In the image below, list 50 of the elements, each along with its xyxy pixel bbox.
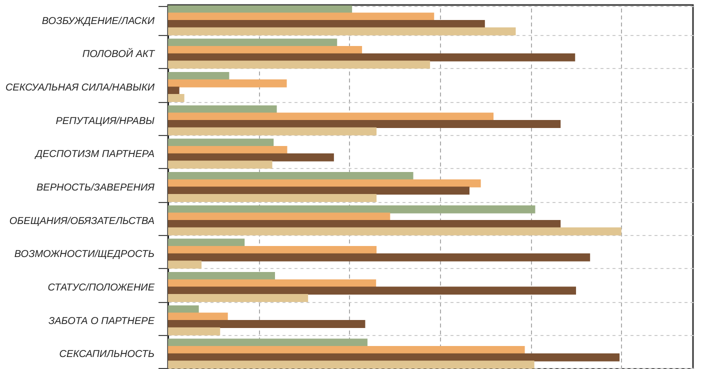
bar bbox=[168, 260, 202, 269]
y-tick-label: ДЕСПОТИЗМ ПАРТНЕРА bbox=[34, 149, 155, 160]
bar bbox=[168, 272, 275, 280]
bar bbox=[168, 120, 561, 128]
y-tick-label: СЕКСАПИЛЬНОСТЬ bbox=[59, 349, 154, 360]
bar bbox=[168, 53, 576, 62]
y-tick-label: ВЕРНОСТЬ/ЗАВЕРЕНИЯ bbox=[36, 182, 155, 194]
bar bbox=[168, 127, 377, 136]
bar bbox=[168, 138, 274, 147]
bar bbox=[168, 346, 525, 354]
bar bbox=[168, 360, 534, 369]
y-tick-label: СЕКСУАЛЬНАЯ СИЛА/НАВЫКИ bbox=[5, 82, 156, 94]
y-tick-label: СТАТУС/ПОЛОЖЕНИЕ bbox=[48, 282, 155, 294]
bar bbox=[168, 153, 334, 162]
bar bbox=[168, 160, 272, 169]
bar bbox=[168, 72, 230, 80]
y-tick-label: РЕПУТАЦИЯ/НРАВЫ bbox=[56, 116, 155, 127]
bar bbox=[168, 246, 377, 254]
bar bbox=[168, 205, 536, 214]
y-tick-label: ПОЛОВОЙ АКТ bbox=[82, 48, 156, 60]
bar bbox=[168, 286, 576, 295]
bar bbox=[168, 338, 368, 347]
bar bbox=[168, 312, 228, 321]
bar bbox=[168, 60, 430, 69]
bar bbox=[168, 38, 338, 47]
bar bbox=[168, 12, 434, 21]
bar bbox=[168, 172, 414, 180]
bar bbox=[168, 327, 220, 336]
bar bbox=[168, 353, 620, 362]
bar bbox=[168, 294, 308, 302]
bar bbox=[168, 146, 288, 154]
bar bbox=[168, 220, 561, 228]
bar bbox=[168, 79, 287, 88]
bar bbox=[168, 94, 184, 102]
bar bbox=[168, 20, 485, 28]
bar bbox=[168, 212, 390, 221]
bar bbox=[168, 112, 494, 121]
bar bbox=[168, 46, 362, 54]
y-tick-label: ВОЗМОЖНОСТИ/ЩЕДРОСТЬ bbox=[14, 249, 154, 260]
y-tick-label: ОБЕЩАНИЯ/ОБЯЗАТЕЛЬСТВА bbox=[9, 216, 155, 227]
bar bbox=[168, 238, 245, 247]
bar bbox=[168, 320, 366, 328]
y-tick-label: ЗАБОТА О ПАРТНЕРЕ bbox=[48, 316, 155, 327]
bar bbox=[168, 86, 180, 95]
bar bbox=[168, 253, 590, 262]
bar bbox=[168, 227, 622, 236]
bar bbox=[168, 186, 470, 195]
y-tick-label: ВОЗБУЖДЕНИЕ/ЛАСКИ bbox=[42, 16, 156, 27]
bar bbox=[168, 194, 377, 202]
bar bbox=[168, 27, 516, 36]
